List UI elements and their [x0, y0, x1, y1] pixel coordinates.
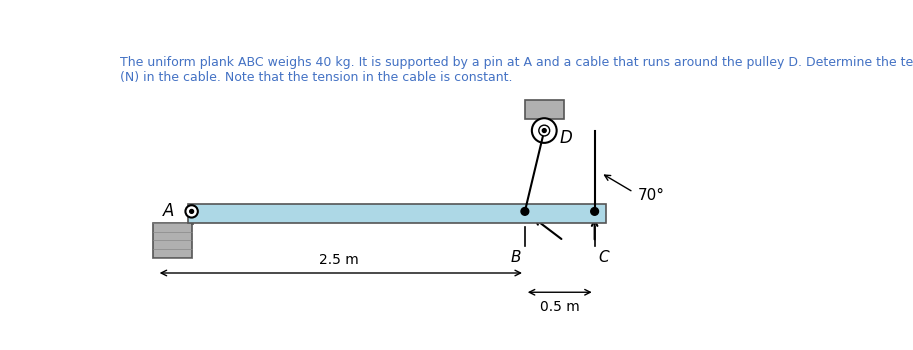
Text: B: B [510, 250, 521, 265]
Circle shape [521, 208, 529, 215]
Text: 0.5 m: 0.5 m [540, 300, 580, 314]
Circle shape [190, 209, 194, 214]
Circle shape [532, 118, 557, 143]
Text: D: D [560, 129, 572, 147]
Bar [152, 223, 192, 258]
Bar [525, 100, 563, 119]
Text: The uniform plank ABC weighs 40 kg. It is supported by a pin at A and a cable th: The uniform plank ABC weighs 40 kg. It i… [121, 56, 913, 69]
Bar [188, 204, 606, 223]
Text: C: C [599, 250, 609, 265]
Circle shape [542, 129, 546, 133]
Circle shape [185, 205, 198, 218]
Circle shape [539, 125, 550, 136]
Text: (N) in the cable. Note that the tension in the cable is constant.: (N) in the cable. Note that the tension … [121, 71, 513, 84]
Text: 70°: 70° [637, 189, 665, 203]
Circle shape [591, 208, 599, 215]
Text: A: A [163, 202, 174, 220]
Text: 2.5 m: 2.5 m [319, 253, 359, 267]
